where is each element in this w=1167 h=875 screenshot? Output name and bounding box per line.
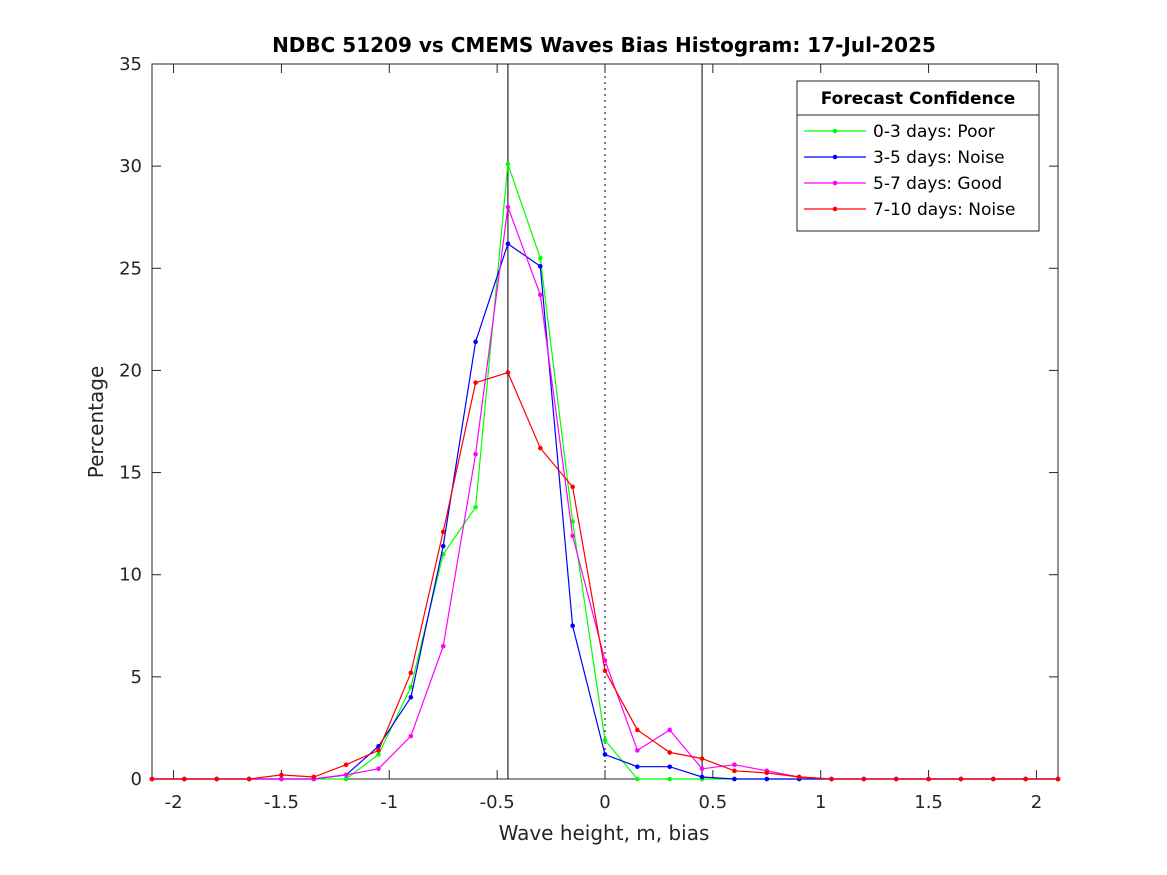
- data-point: [667, 776, 673, 782]
- y-tick-label: 30: [119, 156, 142, 177]
- legend-swatch-marker: [832, 154, 838, 160]
- data-point: [990, 776, 996, 782]
- y-tick-label: 10: [119, 565, 142, 586]
- data-point: [182, 776, 187, 782]
- data-point: [635, 764, 640, 770]
- x-tick-label: 1: [815, 792, 826, 813]
- data-point: [570, 484, 575, 490]
- legend-title: Forecast Confidence: [821, 89, 1016, 109]
- data-point: [440, 643, 446, 649]
- data-series: [149, 161, 1061, 782]
- legend-title-box: [796, 80, 1040, 116]
- data-point: [505, 161, 511, 167]
- data-point: [311, 774, 317, 780]
- data-point: [279, 772, 284, 778]
- data-point: [473, 451, 478, 457]
- data-point: [279, 776, 284, 782]
- y-tick-label: 15: [119, 463, 142, 484]
- y-tick-label: 25: [119, 258, 142, 279]
- data-point: [505, 204, 511, 210]
- data-point: [602, 737, 608, 743]
- data-point: [1023, 776, 1028, 782]
- data-point: [861, 776, 867, 782]
- data-point: [926, 776, 931, 782]
- data-point: [635, 776, 640, 782]
- data-point: [667, 764, 673, 770]
- data-point: [537, 445, 543, 451]
- data-point: [440, 543, 446, 549]
- data-point: [570, 533, 575, 539]
- legend-box: [796, 114, 1040, 232]
- data-point: [699, 756, 705, 761]
- data-point: [602, 668, 608, 674]
- data-point: [635, 748, 640, 753]
- data-point: [537, 263, 543, 269]
- data-point: [829, 776, 834, 782]
- data-point: [958, 776, 964, 782]
- legend-entry-label: 3-5 days: Noise: [873, 148, 1005, 168]
- x-axis-label: Wave height, m, bias: [499, 821, 710, 845]
- data-point: [408, 694, 414, 700]
- data-point: [408, 670, 414, 676]
- data-point: [667, 750, 673, 755]
- data-point: [376, 752, 381, 757]
- legend-swatch-marker: [832, 180, 838, 186]
- data-point: [764, 770, 770, 776]
- data-point: [343, 772, 349, 778]
- data-point: [149, 776, 155, 782]
- x-tick-label: 0.5: [699, 792, 728, 813]
- data-point: [570, 623, 575, 629]
- x-tick-label: -1.5: [264, 792, 299, 813]
- data-point: [343, 776, 349, 782]
- x-tick-label: -2: [165, 792, 183, 813]
- data-point: [408, 684, 414, 690]
- y-axis-label: Percentage: [84, 366, 108, 479]
- data-point: [635, 727, 640, 733]
- data-point: [570, 519, 575, 524]
- data-point: [505, 241, 511, 247]
- data-point: [732, 776, 737, 782]
- y-tick-label: 20: [119, 360, 142, 381]
- data-point: [1055, 776, 1061, 782]
- data-point: [376, 748, 381, 753]
- data-point: [408, 733, 414, 739]
- legend-swatch-marker: [832, 128, 838, 134]
- data-point: [473, 339, 478, 345]
- x-tick-label: -1: [380, 792, 398, 813]
- legend-swatch-marker: [832, 206, 838, 212]
- data-point: [505, 370, 511, 375]
- data-point: [214, 776, 220, 782]
- data-point: [732, 762, 737, 767]
- data-point: [699, 766, 705, 772]
- data-point: [473, 380, 478, 385]
- y-tick-label: 35: [119, 54, 142, 75]
- data-point: [796, 774, 802, 780]
- data-point: [440, 529, 446, 535]
- data-point: [764, 776, 770, 782]
- x-tick-label: 0: [599, 792, 610, 813]
- data-point: [376, 766, 381, 772]
- data-point: [246, 776, 252, 782]
- legend-entry-label: 5-7 days: Good: [873, 174, 1002, 194]
- legend-entry-label: 7-10 days: Noise: [873, 200, 1015, 220]
- x-tick-label: 1.5: [914, 792, 943, 813]
- y-tick-label: 0: [131, 769, 142, 790]
- data-point: [699, 774, 705, 780]
- data-point: [732, 768, 737, 774]
- x-tick-label: -0.5: [480, 792, 515, 813]
- data-point: [537, 292, 543, 298]
- data-point: [343, 762, 349, 767]
- data-point: [473, 505, 478, 510]
- legend-entry-label: 0-3 days: Poor: [873, 122, 995, 142]
- chart-title: NDBC 51209 vs CMEMS Waves Bias Histogram…: [272, 33, 936, 57]
- legend: Forecast Confidence 0-3 days: Poor 3-5 day…: [796, 80, 1040, 232]
- data-point: [667, 727, 673, 733]
- data-point: [537, 255, 543, 261]
- data-point: [602, 752, 608, 757]
- x-tick-label: 2: [1031, 792, 1042, 813]
- y-tick-label: 5: [131, 667, 142, 688]
- data-point: [893, 776, 899, 782]
